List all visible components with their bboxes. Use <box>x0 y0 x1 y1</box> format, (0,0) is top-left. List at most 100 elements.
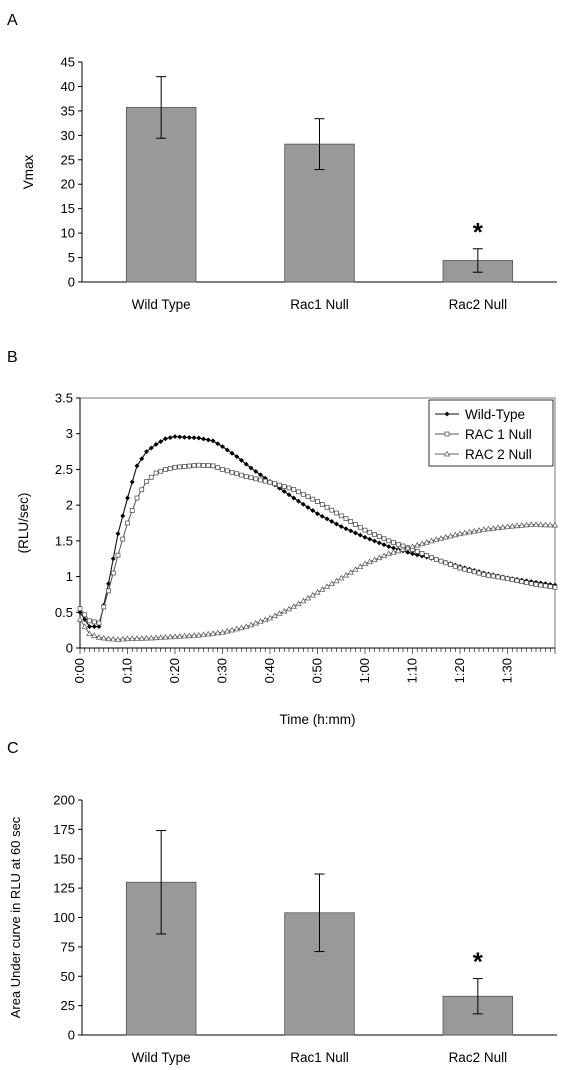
data-point-diamond <box>291 495 297 501</box>
data-point-square <box>167 466 173 471</box>
data-point-triangle <box>366 558 373 565</box>
data-point-square <box>205 463 211 468</box>
category-label-rac2-null: Rac2 Null <box>449 297 508 312</box>
data-point-diamond <box>409 551 416 557</box>
data-point-diamond <box>120 513 126 519</box>
data-point-diamond <box>215 441 221 447</box>
data-point-square <box>82 612 88 618</box>
data-point-triangle <box>452 531 459 538</box>
data-point-diamond <box>134 463 140 469</box>
data-point-square <box>391 540 396 545</box>
data-point-triangle <box>281 607 288 614</box>
data-point-square <box>215 465 221 470</box>
data-point-square <box>324 504 330 510</box>
data-point-square <box>372 532 377 537</box>
data-point-diamond <box>172 434 178 440</box>
data-point-triangle <box>95 634 103 640</box>
data-point-diamond <box>248 465 254 471</box>
data-point-square <box>367 529 373 535</box>
data-point-triangle <box>157 634 164 640</box>
bar-chart-a: 0 5 10 15 20 25 30 35 40 45 Vmax Wild Type Rac1 Null… <box>21 55 557 312</box>
data-point-diamond <box>205 437 211 443</box>
y-tick-label: 175 <box>53 822 75 837</box>
data-point-triangle <box>233 625 240 632</box>
data-point-diamond <box>352 530 359 536</box>
data-point-triangle <box>252 619 259 626</box>
data-point-triangle <box>333 577 340 584</box>
data-point-triangle <box>532 521 540 527</box>
data-point-diamond <box>139 456 145 462</box>
x-tick-label: 0:50 <box>310 658 325 683</box>
data-point-triangle <box>300 597 307 604</box>
data-point-diamond <box>82 616 88 622</box>
data-point-triangle <box>138 635 145 641</box>
data-point-triangle <box>205 630 212 637</box>
data-point-square <box>457 565 463 571</box>
data-point-square <box>91 619 97 625</box>
data-point-triangle <box>290 603 297 609</box>
y-tick-label: 3 <box>66 426 73 441</box>
data-point-triangle <box>475 527 483 533</box>
data-point-triangle <box>385 550 392 557</box>
data-point-square <box>77 606 83 612</box>
data-point-triangle <box>167 633 174 640</box>
data-point-square <box>424 553 430 558</box>
data-point-diamond <box>329 518 335 524</box>
y-tick-label: 0 <box>68 1028 75 1043</box>
data-point-diamond <box>324 516 330 522</box>
panel-letter-b: B <box>7 349 18 366</box>
x-tick-label: 0:00 <box>72 658 87 683</box>
data-point-square <box>362 527 368 533</box>
data-point-diamond <box>243 461 249 467</box>
data-point-square <box>163 467 168 472</box>
series-line <box>79 464 556 624</box>
data-point-diamond <box>314 511 321 517</box>
data-point-square <box>262 478 268 484</box>
data-point-square <box>467 568 472 573</box>
data-point-square <box>296 489 301 495</box>
data-point-diamond <box>177 434 183 440</box>
x-tick-label: 0:20 <box>167 658 182 683</box>
data-point-diamond <box>348 528 354 534</box>
data-point-triangle <box>190 632 198 638</box>
data-point-square <box>300 491 306 497</box>
data-point-triangle <box>361 560 369 567</box>
data-point-triangle <box>499 523 506 530</box>
data-point-triangle <box>100 634 107 641</box>
data-point-diamond <box>286 492 292 498</box>
data-point-triangle <box>347 569 354 575</box>
data-point-triangle <box>485 525 492 532</box>
data-point-triangle <box>509 522 516 529</box>
y-tick-label: 150 <box>53 851 75 866</box>
y-tick-label: 2.5 <box>55 462 73 477</box>
data-point-triangle <box>461 529 468 536</box>
data-point-square <box>505 576 510 582</box>
data-point-square <box>229 469 235 475</box>
data-point-square <box>258 477 263 483</box>
data-point-diamond <box>234 454 240 460</box>
data-point-triangle <box>214 629 221 636</box>
data-point-square <box>196 462 202 468</box>
data-point-square <box>329 507 335 513</box>
data-point-triangle <box>395 547 402 554</box>
y-tick-label: 200 <box>53 793 75 808</box>
y-tick-label: 0 <box>66 641 73 656</box>
x-tick-label: 1:10 <box>405 658 420 683</box>
data-point-square <box>429 555 434 560</box>
data-point-diamond <box>96 624 102 630</box>
data-point-triangle <box>295 600 302 607</box>
y-axis-label: Vmax <box>21 154 36 189</box>
data-point-square <box>386 538 392 544</box>
data-point-square <box>490 573 496 579</box>
y-tick-label: 15 <box>61 201 75 216</box>
data-point-diamond <box>333 521 340 527</box>
data-point-triangle <box>152 634 160 641</box>
data-point-diamond <box>229 450 235 456</box>
data-point-triangle <box>195 631 202 638</box>
data-point-triangle <box>447 532 454 539</box>
data-point-square <box>319 502 325 507</box>
data-point-diamond <box>110 556 116 562</box>
data-point-square <box>224 468 230 474</box>
data-point-diamond <box>253 468 259 474</box>
data-point-square <box>528 581 534 587</box>
